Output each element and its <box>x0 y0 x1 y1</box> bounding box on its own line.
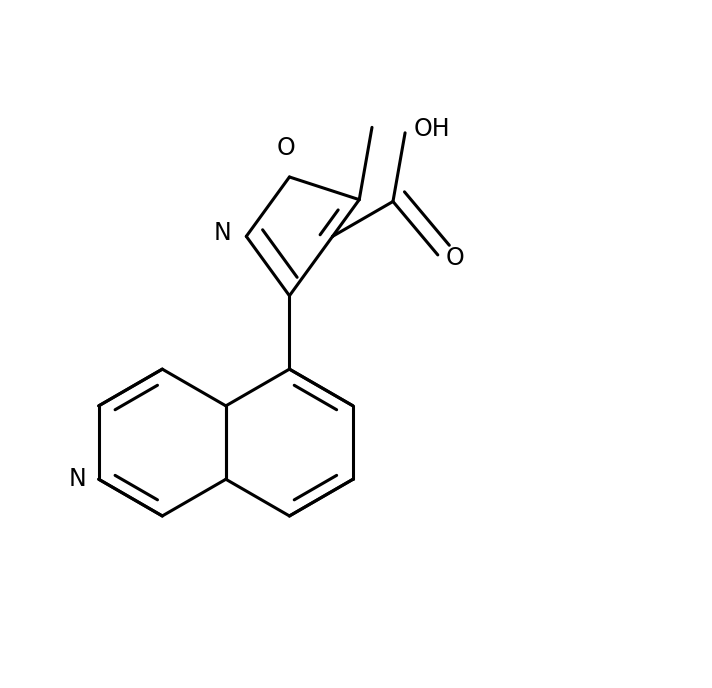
Text: O: O <box>446 246 465 270</box>
Text: O: O <box>277 136 295 160</box>
Text: N: N <box>69 467 86 491</box>
Text: N: N <box>214 221 231 245</box>
Text: OH: OH <box>413 118 450 142</box>
